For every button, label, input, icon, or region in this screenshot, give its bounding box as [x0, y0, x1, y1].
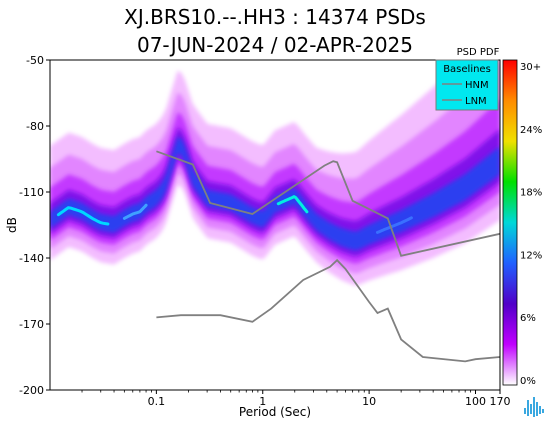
y-tick-label: -170: [19, 318, 44, 331]
waveform-logo: [524, 397, 544, 417]
x-tick-label: 1: [259, 395, 266, 408]
legend-entry-lnm: LNM: [465, 96, 487, 107]
y-axis-ticks: -50 -80 -110 -140 -170 -200: [19, 54, 50, 397]
y-tick-label: -50: [26, 54, 44, 67]
colorbar-label: 30+: [520, 62, 541, 73]
y-tick-label: -200: [19, 384, 44, 397]
colorbar: [502, 59, 518, 386]
y-tick-label: -80: [26, 120, 44, 133]
colorbar-label: 12%: [520, 250, 542, 261]
colorbar-title: PSD PDF: [457, 47, 500, 58]
chart-subtitle: 07-JUN-2024 / 02-APR-2025: [137, 33, 413, 57]
x-tick-label: 0.1: [148, 395, 166, 408]
colorbar-label: 24%: [520, 125, 542, 136]
legend: Baselines HNM LNM: [435, 59, 499, 111]
x-axis-ticks: 0.1 1 10 100 170: [81, 390, 511, 408]
legend-entry-hnm: HNM: [465, 80, 489, 91]
x-tick-label: 100: [465, 395, 486, 408]
colorbar-label: 18%: [520, 188, 542, 199]
density-core: [122, 203, 148, 220]
density-core: [56, 206, 110, 226]
legend-box: [435, 59, 499, 111]
x-tick-label: 10: [362, 395, 376, 408]
baseline-curves: [156, 150, 500, 363]
colorbar-label: 6%: [520, 313, 536, 324]
chart-title: XJ.BRS10.--.HH3 : 14374 PSDs: [124, 5, 426, 29]
baseline-hnm: [156, 150, 500, 257]
y-axis-label: dB: [5, 217, 19, 233]
colorbar-labels: 30+ 24% 18% 12% 6% 0%: [520, 62, 542, 387]
y-tick-label: -110: [19, 186, 44, 199]
density-core: [376, 216, 413, 234]
colorbar-label: 0%: [520, 376, 536, 387]
density-cloud: [50, 60, 500, 286]
baseline-lnm: [156, 258, 500, 363]
legend-title: Baselines: [443, 64, 491, 75]
x-tick-label: 170: [490, 395, 511, 408]
y-tick-label: -140: [19, 252, 44, 265]
density-core: [276, 195, 309, 214]
density-band: [50, 136, 500, 251]
plot-frame: [49, 59, 501, 391]
x-axis-label: Period (Sec): [239, 405, 311, 419]
